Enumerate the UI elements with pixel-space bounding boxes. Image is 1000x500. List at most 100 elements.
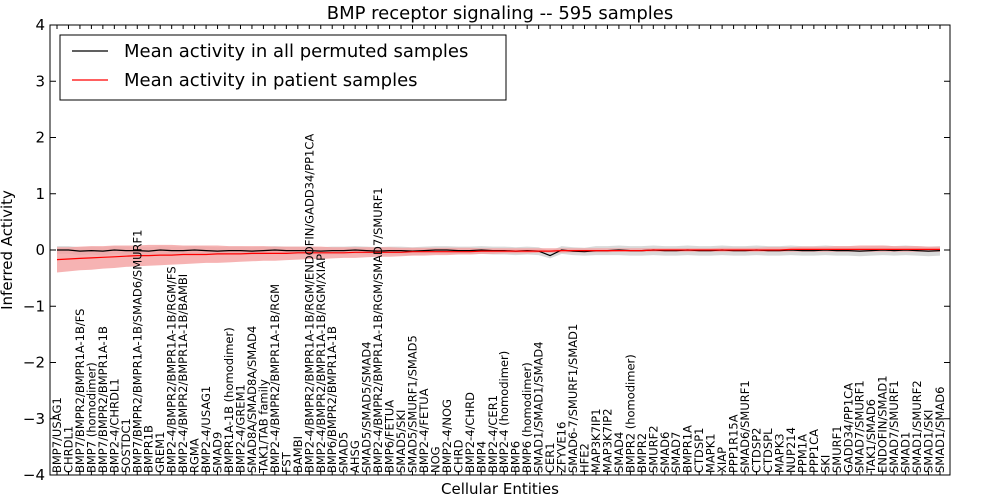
x-tick-label: BMP2-4/CHRD [463,392,477,473]
x-tick-label: SMAD8A/SMAD8A/SMAD4 [245,326,259,473]
x-tick-label: SMAD7 [669,432,683,473]
x-tick-label: BAMBI [291,436,305,473]
x-tick-label: BMP7/USAG1 [50,397,64,473]
x-tick-label: SMAD5/SMURF1/SMAD5 [406,335,420,473]
x-axis-label: Cellular Entities [441,480,559,498]
x-tick-label: BMP2-4/BMPR2/BMPR1A-1B/BAMBI [176,274,190,473]
x-tick-label: MAP3K7IP1 [589,408,603,473]
y-axis-label: Inferred Activity [0,190,16,310]
x-tick-label: TAK1/SMAD6 [864,399,878,474]
x-tick-label: BMP6 (homodimer) [520,362,534,473]
y-tick-label: 4 [35,16,45,34]
y-tick-label: 3 [35,72,45,90]
x-tick-label: BMP6 [509,441,523,473]
x-tick-label: MAP3K7IP2 [600,408,614,473]
band-patient [57,244,940,273]
confidence-bands [57,244,940,273]
series-lines [56,248,941,261]
x-tick-label: PPP1CA [807,429,821,473]
legend-label-patient: Mean activity in patient samples [124,70,418,91]
x-tick-label: PPM1A [795,434,809,473]
x-tick-label: PPP1R15A [727,414,741,473]
x-tick-label: BMP2-4/BMPR2/BMPR1A-1B/RGM/ENDOFIN/GADD3… [302,134,316,473]
y-tick-label: −3 [23,410,45,428]
y-tick-label: −4 [23,466,45,484]
x-tick-label: NUP214 [784,427,798,473]
x-tick-label: SMAD7/SMURF1 [853,380,867,473]
y-tick-label: 0 [35,241,45,259]
x-tick-label: BMP2-4/BMPR2/BMPR1A-1B/RGM/FS [165,266,179,473]
x-tick-label: BMP7/BMPR2/BMPR1A-1B/FS [73,309,87,473]
x-tick-label: BMP2-4/CHRDL1 [107,378,121,473]
x-tick-label: HFE2 [578,443,592,473]
x-tick-label: SOSTDC1 [119,418,133,473]
x-axis-ticks: BMP7/USAG1CHRDL1BMP7/BMPR2/BMPR1A-1B/FSB… [50,25,947,475]
x-tick-label: FST [279,451,293,473]
x-tick-label: BMP6/FETUA [383,400,397,473]
x-tick-label: SMAD1 [899,432,913,473]
x-tick-label: MAPK3 [773,433,787,473]
x-tick-label: SMAD6/SMURF1 [738,380,752,473]
x-tick-label: ZFYVE16 [555,422,569,473]
x-tick-label: SMAD5 [337,432,351,473]
x-tick-label: BMP7 (homodimer) [84,362,98,473]
x-tick-label: RGMA [188,438,202,473]
x-tick-label: SMAD6 [658,432,672,473]
x-tick-label: BMP7/BMPR2/BMPR1A-1B [96,326,110,473]
x-tick-label: XIAP [715,447,729,473]
y-tick-label: 1 [35,185,45,203]
x-tick-label: BMP4 [474,441,488,473]
x-tick-label: BMP2-4/BMPR2/BMPR1A-1B/RGM/SMAD7/SMURF1 [371,187,385,473]
x-tick-label: BMP2-4/BMPR2/BMPR1A-1B/RGM [268,284,282,473]
y-tick-label: −2 [23,354,45,372]
x-tick-label: BMP2-4/BMPR2/BMPR1A-1B/RGM/XIAP [314,254,328,473]
x-tick-label: SKI [818,455,832,473]
y-tick-label: 2 [35,129,45,147]
x-tick-label: CTDSP2 [750,428,764,473]
x-tick-label: SMURF1 [830,425,844,473]
x-tick-label: CHRDL1 [62,426,76,473]
x-tick-label: BMPR2 (homodimer) [623,354,637,473]
x-tick-label: BMP2-4/CER1 [486,395,500,473]
legend: Mean activity in all permuted samples Me… [59,34,507,101]
x-tick-label: BMPR2 [635,433,649,473]
x-tick-label: BMP2-4/FETUA [417,388,431,473]
x-tick-label: GREM1 [153,432,167,473]
x-tick-label: SMAD1/SMAD1/SMAD4 [532,341,546,473]
x-tick-label: SMAD7/SMURF1 [887,380,901,473]
x-tick-label: BMPR1A-1B (homodimer) [222,327,236,473]
x-tick-label: SMAD6-7/SMURF1/SMAD1 [566,324,580,473]
x-tick-label: BMP2-4/NOG [440,399,454,473]
x-tick-label: GADD34/PP1CA [841,383,855,473]
x-tick-label: SMURF2 [646,425,660,473]
x-tick-label: SMAD5/SKI [394,410,408,473]
x-tick-label: NOG [428,446,442,473]
x-tick-label: BMP2-4/GREM1 [234,384,248,473]
x-tick-label: MAPK1 [704,433,718,473]
x-tick-label: AHSG [348,440,362,473]
y-axis-ticks: −4 −3 −2 −1 0 1 2 3 4 [23,16,950,484]
x-tick-label: SMAD4 [612,432,626,473]
x-tick-label: BMP6/BMPR2/BMPR1A-1B [325,326,339,473]
x-tick-label: SMAD1/SMAD6 [933,387,947,473]
x-tick-label: BMP2-4 (homodimer) [497,351,511,473]
x-tick-label: CHRD [451,439,465,473]
x-tick-label: SMAD1/SMURF2 [910,380,924,473]
chart-title: BMP receptor signaling -- 595 samples [327,3,674,24]
y-tick-label: −1 [23,297,45,315]
x-tick-label: BMP7/BMPR2/BMPR1A-1B/SMAD6/SMURF1 [130,230,144,473]
x-tick-label: SMAD9 [211,432,225,473]
x-tick-label: ENDOFIN/SMAD1 [876,375,890,473]
x-tick-label: TAK1/TAB family [256,379,270,474]
series-line-patient [56,248,940,261]
x-tick-label: SMAD1/SKI [922,410,936,473]
x-tick-label: SMAD5/SMAD5/SMAD4 [360,341,374,473]
x-tick-label: CER1 [543,442,557,473]
x-tick-label: BMPR1A [681,425,695,473]
legend-label-permuted: Mean activity in all permuted samples [124,41,468,62]
x-tick-label: BMPR1B [142,425,156,473]
x-tick-label: CTDSPL [761,428,775,473]
x-tick-label: CTDSP1 [692,428,706,473]
x-tick-label: BMP2-4/USAG1 [199,386,213,473]
